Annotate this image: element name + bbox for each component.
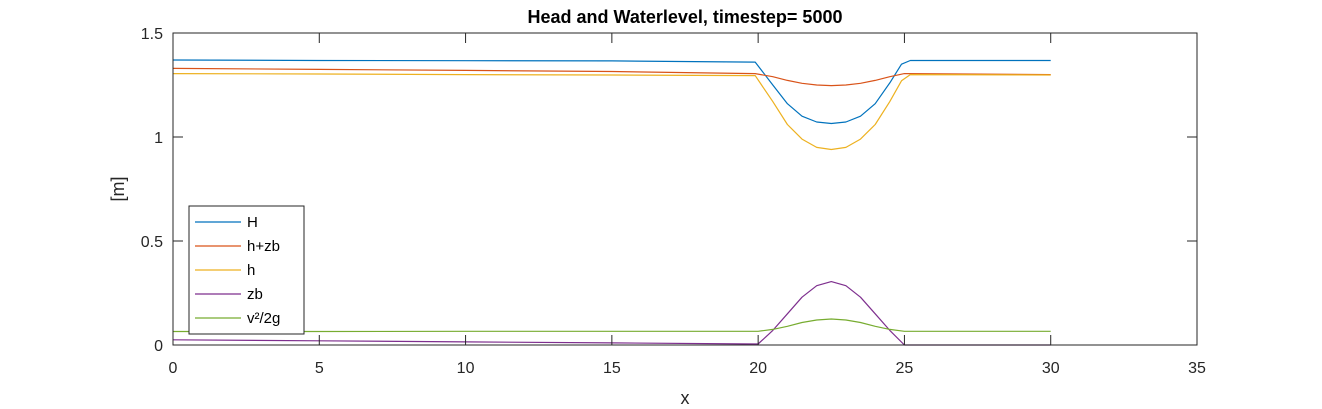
legend-label-0: H — [247, 214, 258, 231]
x-tick-label: 15 — [603, 360, 621, 377]
y-axis-label: [m] — [108, 177, 128, 202]
x-tick-label: 35 — [1188, 360, 1206, 377]
series-line-4 — [173, 318, 1051, 333]
chart-title: Head and Waterlevel, timestep= 5000 — [528, 7, 843, 27]
legend-label-3: zb — [247, 286, 263, 303]
legend-label-4: v²/2g — [247, 310, 280, 327]
legend: Hh+zb h zb v²/2g — [188, 205, 305, 335]
legend-label-2: h — [247, 262, 255, 279]
series-line-1 — [172, 67, 1051, 87]
x-axis-label: x — [681, 388, 690, 408]
series-line-3 — [172, 281, 1051, 346]
y-tick-label: 1.5 — [141, 26, 163, 43]
legend-label-1: h+zb — [247, 238, 280, 255]
x-tick-label: 30 — [1042, 360, 1060, 377]
x-tick-label: 10 — [457, 360, 475, 377]
x-tick-label: 20 — [749, 360, 767, 377]
series-line-2 — [172, 73, 1051, 151]
plot-area — [173, 33, 1197, 345]
x-tick-label: 5 — [315, 360, 324, 377]
y-tick-label: 0 — [154, 338, 163, 355]
plot-background — [173, 33, 1197, 345]
series-line-0 — [172, 59, 1051, 125]
y-tick-label: 0.5 — [141, 234, 163, 251]
axes-box — [172, 32, 1198, 346]
series-layer — [172, 59, 1051, 346]
x-tick-label: 25 — [896, 360, 914, 377]
x-tick-label: 0 — [169, 360, 178, 377]
axes-layer: 0 5 10 15 20 25 30 35 0 0.5 1 1.5 — [141, 26, 1206, 377]
y-tick-label: 1 — [154, 130, 163, 147]
